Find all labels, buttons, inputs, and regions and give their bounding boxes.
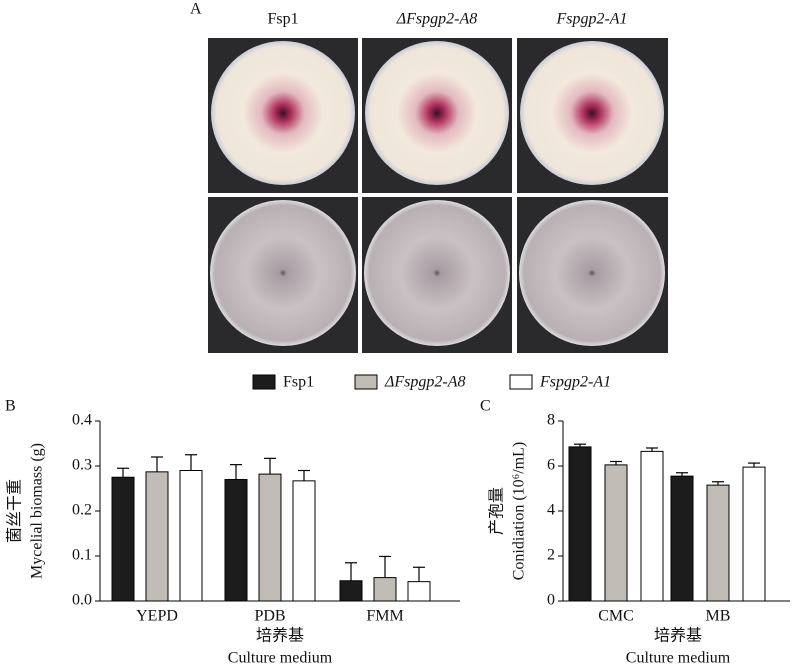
bar [373,577,397,602]
legend-label: Fspgp2-A1 [539,374,611,391]
y-tick-label: 8 [547,412,555,429]
y-tick-label: 0 [547,592,555,609]
bar [407,581,431,602]
column-header: Fspgp2-A1 [555,11,627,28]
y-tick-label: 6 [547,457,555,474]
x-axis-title: Culture medium [626,650,731,667]
y-tick-label: 0.1 [72,547,92,564]
x-axis-title: 培养基 [256,627,304,645]
bar [604,464,628,602]
y-tick-label: 4 [547,502,555,519]
x-tick-label: CMC [598,608,634,625]
column-header: ΔFspgp2-A8 [396,11,478,28]
legend-swatch [354,374,378,390]
bar [258,473,282,602]
bar [568,446,592,602]
panel-label: C [480,398,491,415]
x-tick-label: FMM [366,608,403,625]
y-axis-title: 产孢量 [488,487,506,535]
legend-swatch [252,374,276,390]
bar [640,450,664,602]
legend-label: Fsp1 [283,374,314,391]
y-axis-title: Mycelial biomass (g) [29,443,46,579]
plate-photos [208,38,668,353]
x-tick-label: PDB [254,608,285,625]
bar [706,484,730,602]
panel-label: A [190,1,202,18]
bar [145,471,169,602]
legend-swatch [509,374,533,390]
x-tick-label: MB [706,608,731,625]
y-axis-title: 菌丝干重 [6,479,24,543]
bar [111,476,135,602]
bar [339,580,363,602]
y-tick-label: 0.0 [72,592,92,609]
bar [292,480,316,602]
bar [224,479,248,602]
y-tick-label: 2 [547,547,555,564]
y-tick-label: 0.3 [72,457,92,474]
bar [742,466,766,602]
y-tick-label: 0.2 [72,502,92,519]
x-axis-title: Culture medium [228,650,333,667]
bar [179,470,203,602]
y-axis-title: Conidiation (10⁶/mL) [511,442,528,580]
legend-label: ΔFspgp2-A8 [384,374,466,391]
x-tick-label: YEPD [136,608,178,625]
y-tick-label: 0.4 [72,412,92,429]
bar [670,475,694,602]
column-header: Fsp1 [267,11,298,28]
x-axis-title: 培养基 [654,627,702,645]
panel-label: B [5,398,16,415]
